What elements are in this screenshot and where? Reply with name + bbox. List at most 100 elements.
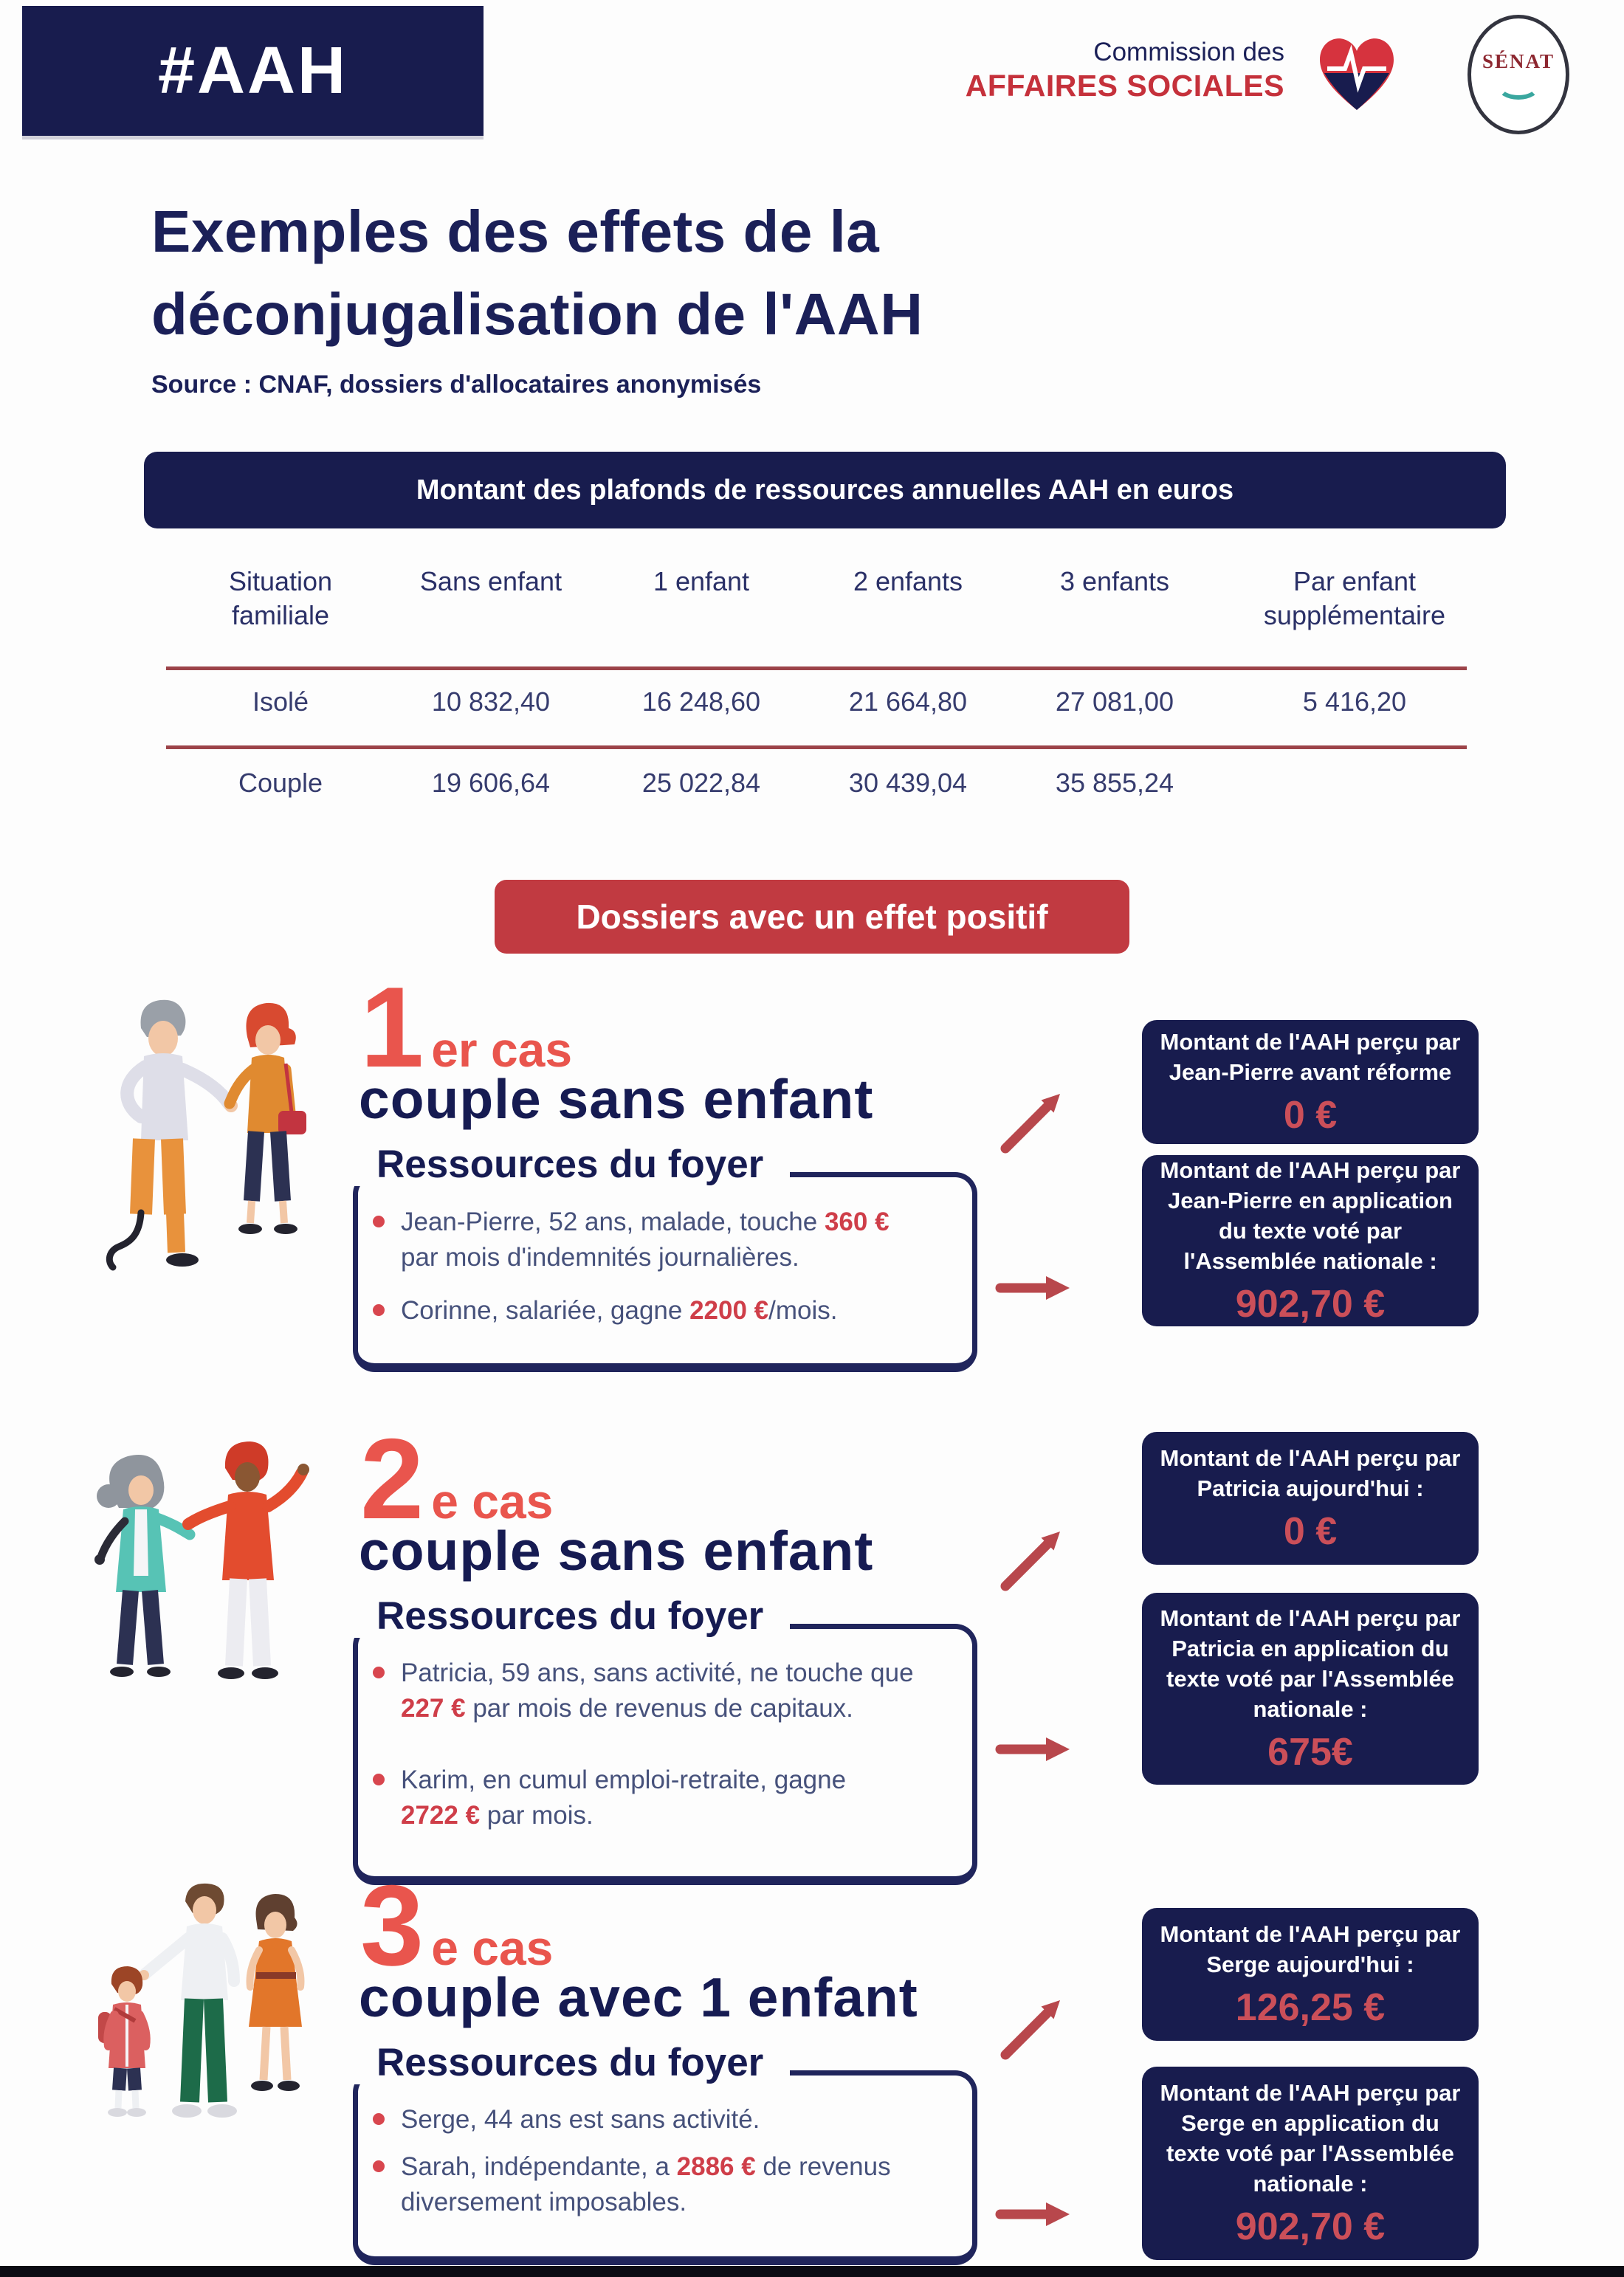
bullet-amount: 2200 €	[689, 1296, 769, 1325]
bullet-amount: 227 €	[401, 1694, 466, 1723]
table-title: Montant des plafonds de ressources annue…	[416, 474, 1234, 506]
bullet-dot-icon	[373, 1304, 385, 1316]
table-cell: 10 832,40	[431, 686, 551, 717]
bullet-text: par mois.	[480, 1801, 593, 1830]
infobox-amount: 902,70 €	[1235, 1283, 1386, 1326]
bullet-text: Patricia, 59 ans, sans activité, ne touc…	[401, 1658, 914, 1687]
table-col-header: Sans enfant	[419, 566, 562, 596]
bullet-text: Sarah, indépendante, a	[401, 2152, 677, 2181]
case-number: 3	[360, 1861, 424, 1989]
case-1-illustration	[70, 993, 343, 1340]
case-number-suffix: e cas	[431, 1474, 554, 1529]
bullet-text: par mois de revenus de capitaux.	[465, 1694, 853, 1723]
bullet-amount: 360 €	[824, 1208, 890, 1236]
infobox-label: Montant de l'AAH perçu par Jean-Pierre e…	[1160, 1157, 1461, 1274]
bullet-text: Karim, en cumul emploi-retraite, gagne	[401, 1766, 847, 1794]
table-col-header: 3 enfants	[1059, 566, 1170, 596]
table-cell: 35 855,24	[1055, 768, 1174, 798]
commission-line1: Commission des	[1093, 38, 1284, 66]
source-note: Source : CNAF, dossiers d'allocataires a…	[151, 371, 762, 399]
case-1-amount-before-box: Montant de l'AAH perçu par Jean-Pierre a…	[1142, 1020, 1479, 1144]
infobox-amount: 902,70 €	[1235, 2205, 1386, 2248]
table-cell: 27 081,00	[1055, 686, 1174, 717]
bullet-text: de revenus diversement imposables.	[401, 2152, 891, 2216]
table-col-header: 2 enfants	[853, 566, 963, 596]
bullet-text: Serge, 44 ans est sans activité.	[401, 2105, 760, 2134]
heart-ekg-icon	[1312, 30, 1401, 120]
arrow-right-icon	[993, 2192, 1081, 2240]
case-1-resources-title: Ressources du foyer	[347, 1143, 791, 1186]
case-2-subtitle: couple sans enfant	[359, 1520, 874, 1582]
table-cell: 30 439,04	[848, 768, 968, 798]
table-row: Isolé 10 832,40 16 248,60 21 664,80 27 0…	[177, 685, 1491, 719]
case-1-amount-after-box: Montant de l'AAH perçu par Jean-Pierre e…	[1142, 1155, 1479, 1326]
list-item: Sarah, indépendante, a 2886 € de revenus…	[373, 2149, 941, 2220]
bullet-dot-icon	[373, 2160, 385, 2172]
infobox-label: Montant de l'AAH perçu par Jean-Pierre a…	[1160, 1029, 1461, 1085]
case-3-number: 3 e cas	[360, 1861, 554, 1989]
table-divider	[166, 666, 1467, 670]
table-cell	[1218, 766, 1491, 800]
arrow-right-icon	[993, 1266, 1081, 1314]
arrow-up-right-icon	[995, 1517, 1076, 1602]
bullet-dot-icon	[373, 1774, 385, 1785]
table-title-banner: Montant des plafonds de ressources annue…	[144, 452, 1506, 528]
infobox-amount: 675€	[1267, 1731, 1353, 1774]
case-1-subtitle: couple sans enfant	[359, 1068, 874, 1130]
senat-arc-icon	[1497, 73, 1540, 100]
bullet-dot-icon	[373, 1667, 385, 1678]
case-number-suffix: e cas	[431, 1921, 554, 1975]
senat-label: SÉNAT	[1482, 49, 1555, 72]
case-3-amount-before-box: Montant de l'AAH perçu par Serge aujourd…	[1142, 1908, 1479, 2041]
list-item: Jean-Pierre, 52 ans, malade, touche 360 …	[373, 1205, 941, 1275]
bullet-text: /mois.	[768, 1296, 838, 1325]
case-2-illustration	[70, 1436, 343, 1775]
table-row: Couple 19 606,64 25 022,84 30 439,04 35 …	[177, 766, 1491, 800]
bullet-dot-icon	[373, 2113, 385, 2125]
bullet-text: Corinne, salariée, gagne	[401, 1296, 690, 1325]
arrow-up-right-icon	[995, 1079, 1076, 1164]
case-2-amount-after-box: Montant de l'AAH perçu par Patricia en a…	[1142, 1593, 1479, 1785]
bullet-amount: 2722 €	[401, 1801, 481, 1830]
table-header-row: Situation familiale Sans enfant 1 enfant…	[177, 565, 1491, 633]
bullet-text: Jean-Pierre, 52 ans, malade, touche	[401, 1208, 825, 1236]
section-banner: Dossiers avec un effet positif	[495, 880, 1129, 954]
arrow-up-right-icon	[995, 1985, 1076, 2070]
list-item: Patricia, 59 ans, sans activité, ne touc…	[373, 1656, 949, 1726]
infobox-label: Montant de l'AAH perçu par Patricia aujo…	[1160, 1445, 1461, 1501]
commission-line2: AFFAIRES SOCIALES	[965, 69, 1284, 103]
infobox-amount: 0 €	[1283, 1094, 1338, 1137]
case-2-number: 2 e cas	[360, 1415, 554, 1543]
case-2-amount-before-box: Montant de l'AAH perçu par Patricia aujo…	[1142, 1432, 1479, 1565]
footer-bar	[0, 2266, 1624, 2277]
infobox-amount: 126,25 €	[1235, 1986, 1386, 2029]
table-cell: 19 606,64	[431, 768, 551, 798]
page-title-line1: Exemples des effets de la	[151, 199, 880, 264]
commission-logo: Commission des AFFAIRES SOCIALES	[878, 37, 1284, 104]
bullet-dot-icon	[373, 1216, 385, 1227]
table-col-header: Situation familiale	[228, 566, 333, 630]
list-item: Karim, en cumul emploi-retraite, gagne 2…	[373, 1763, 949, 1833]
table-cell: 25 022,84	[641, 768, 761, 798]
case-1-number: 1 er cas	[360, 963, 573, 1091]
table-col-header: Par enfant supplémentaire	[1263, 566, 1446, 630]
hashtag-label: #AAH	[157, 33, 348, 108]
arrow-right-icon	[993, 1727, 1081, 1775]
list-item: Corinne, salariée, gagne 2200 €/mois.	[373, 1293, 941, 1329]
section-banner-label: Dossiers avec un effet positif	[576, 898, 1048, 936]
list-item: Serge, 44 ans est sans activité.	[373, 2102, 941, 2138]
page-title: Exemples des effets de la déconjugalisat…	[151, 190, 923, 356]
bullet-amount: 2886 €	[676, 2152, 756, 2181]
case-3-illustration	[63, 1882, 343, 2273]
bullet-text: par mois d'indemnités journalières.	[401, 1243, 799, 1272]
hashtag-banner: #AAH	[22, 6, 484, 136]
infobox-label: Montant de l'AAH perçu par Serge en appl…	[1160, 2080, 1461, 2197]
senat-logo: SÉNAT	[1468, 15, 1569, 134]
case-number: 1	[360, 963, 424, 1091]
case-3-amount-after-box: Montant de l'AAH perçu par Serge en appl…	[1142, 2067, 1479, 2260]
case-number: 2	[360, 1415, 424, 1543]
case-number-suffix: er cas	[431, 1022, 573, 1077]
case-3-resources-title: Ressources du foyer	[347, 2042, 791, 2084]
table-cell: Couple	[238, 768, 323, 798]
